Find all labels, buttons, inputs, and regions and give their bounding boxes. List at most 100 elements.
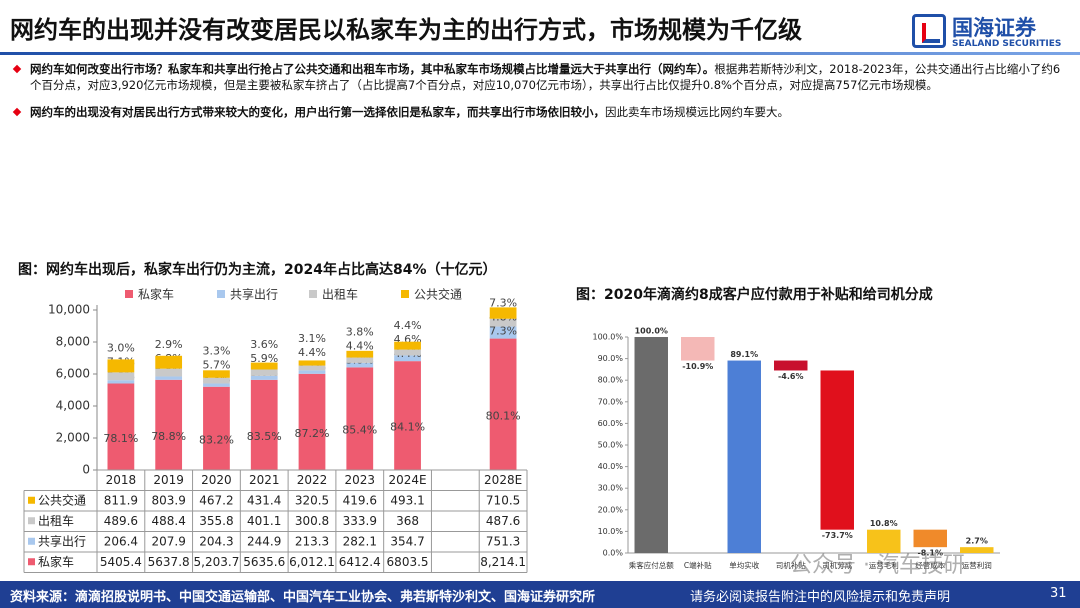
logo-subtext: SEALAND SECURITIES	[952, 39, 1062, 49]
value-label: -4.6%	[778, 372, 804, 381]
bar-segment	[346, 367, 374, 470]
share-label: 4.4%	[394, 319, 422, 332]
x-tick-label: C端补贴	[684, 560, 712, 570]
footer: 资料来源：滴滴招股说明书、中国交通运输部、中国汽车工业协会、弗若斯特沙利文、国海…	[0, 581, 1080, 608]
value-label: 100.0%	[635, 327, 668, 336]
share-label: 3.3%	[202, 345, 230, 358]
bar-segment	[489, 307, 517, 319]
table-cell: 207.9	[151, 534, 185, 548]
table-cell: 5637.8	[148, 555, 190, 569]
watermark: 公众号 · 汽车技研	[790, 553, 965, 578]
table-cell: 419.6	[343, 493, 377, 507]
table-cell: 493.1	[390, 493, 424, 507]
table-row-label: 私家车	[38, 554, 74, 569]
legend-label: 出租车	[322, 287, 358, 302]
bar-segment	[107, 372, 135, 381]
logo: 国海证券 SEALAND SECURITIES	[912, 12, 1072, 52]
x-tick-label: 2024E	[388, 473, 426, 487]
chart-title: 图：网约车出现后，私家车出行仍为主流，2024年占比高达84%（十亿元）	[18, 261, 496, 278]
table-cell: 213.3	[295, 534, 329, 548]
bar-segment	[346, 357, 374, 363]
table-cell: 355.8	[199, 514, 233, 528]
table-cell: 320.5	[295, 493, 329, 507]
x-tick-label: 2022	[297, 473, 328, 487]
bar	[634, 337, 668, 553]
bar-segment	[155, 368, 183, 377]
bullet-bold: 网约车如何改变出行市场？私家车和共享出行抢占了公共交通和出租车市场，其中私家车市…	[30, 62, 715, 76]
y-tick-label: 0.0%	[603, 549, 624, 558]
bar-segment	[489, 318, 517, 327]
table-cell: 6412.4	[339, 555, 381, 569]
share-label: 7.3%	[489, 297, 517, 310]
table-row-label: 共享出行	[38, 533, 86, 548]
bar-segment	[250, 375, 278, 380]
bar-segment	[394, 361, 421, 470]
legend-swatch	[309, 290, 317, 298]
bar	[913, 529, 947, 548]
value-label: 2.7%	[966, 537, 988, 546]
x-tick-label: 运营利润	[962, 560, 992, 570]
table-cell: 467.2	[199, 493, 233, 507]
table-swatch	[28, 517, 35, 525]
bar	[820, 370, 854, 530]
bar-segment	[298, 360, 326, 366]
bar	[774, 360, 808, 371]
legend-label: 私家车	[138, 287, 174, 302]
table-cell: 431.4	[247, 493, 281, 507]
y-tick-label: 50.0%	[598, 441, 624, 450]
y-tick-label: 40.0%	[598, 462, 624, 471]
share-label: 5.9%	[250, 352, 278, 365]
table-row-label: 公共交通	[38, 492, 86, 507]
share-label: 80.1%	[486, 409, 521, 422]
share-label: 5.7%	[202, 359, 230, 372]
x-tick-label: 2018	[106, 473, 137, 487]
y-tick-label: 70.0%	[598, 397, 624, 406]
table-cell: 6,012.1	[289, 555, 335, 569]
bullet-text: 根据弗若斯特沙利文，2018-2023年，公共交通出行占比缩小了约6个百分点，对…	[30, 62, 1061, 92]
bar-segment	[489, 326, 517, 339]
legend-swatch	[401, 290, 409, 298]
value-label: 10.8%	[870, 519, 898, 528]
bar-segment	[489, 338, 517, 470]
chart-title: 图：2020年滴滴约8成客户应付款用于补贴和给司机分成	[576, 286, 933, 303]
bar-segment	[107, 359, 135, 373]
table-swatch	[28, 537, 35, 545]
share-label: 4.4%	[346, 339, 374, 352]
x-tick-label: 运营毛利	[869, 560, 899, 570]
bar-segment	[107, 383, 135, 470]
logo-mark	[912, 14, 946, 48]
disclaimer: 请务必阅读报告附注中的风险提示和免责声明	[690, 590, 951, 605]
share-label: 83.2%	[199, 433, 234, 446]
x-tick-label: 2021	[249, 473, 280, 487]
share-label: 85.4%	[342, 424, 377, 437]
table-cell: 8,214.1	[480, 555, 526, 569]
bar-segment	[298, 373, 326, 470]
bar-segment	[346, 350, 374, 358]
y-tick-label: 60.0%	[598, 419, 624, 428]
bar-segment	[203, 386, 230, 470]
x-tick-label: 乘客应付总额	[629, 560, 674, 570]
share-label: 3.0%	[107, 342, 135, 355]
header-rule	[0, 52, 1080, 55]
value-label: -10.9%	[682, 362, 713, 371]
bar-segment	[250, 379, 278, 470]
x-tick-label: 司机补贴	[776, 560, 806, 570]
share-label: 4.4%	[298, 346, 326, 359]
x-tick-label: 2019	[153, 473, 184, 487]
value-label: -73.7%	[822, 531, 853, 540]
x-tick-label: 2028E	[484, 473, 522, 487]
bar-segment	[250, 369, 278, 376]
bar-segment	[203, 370, 230, 378]
share-label: 2.9%	[155, 338, 183, 351]
x-tick-label: 司机分成	[822, 560, 852, 570]
table-cell: 282.1	[343, 534, 377, 548]
table-cell: 5405.4	[100, 555, 142, 569]
legend-swatch	[125, 290, 133, 298]
table-cell: 204.3	[199, 534, 233, 548]
bar	[727, 360, 761, 553]
table-cell: 5635.6	[243, 555, 285, 569]
table-cell: 488.4	[151, 514, 185, 528]
bar	[867, 529, 901, 553]
table-cell: 487.6	[486, 514, 520, 528]
